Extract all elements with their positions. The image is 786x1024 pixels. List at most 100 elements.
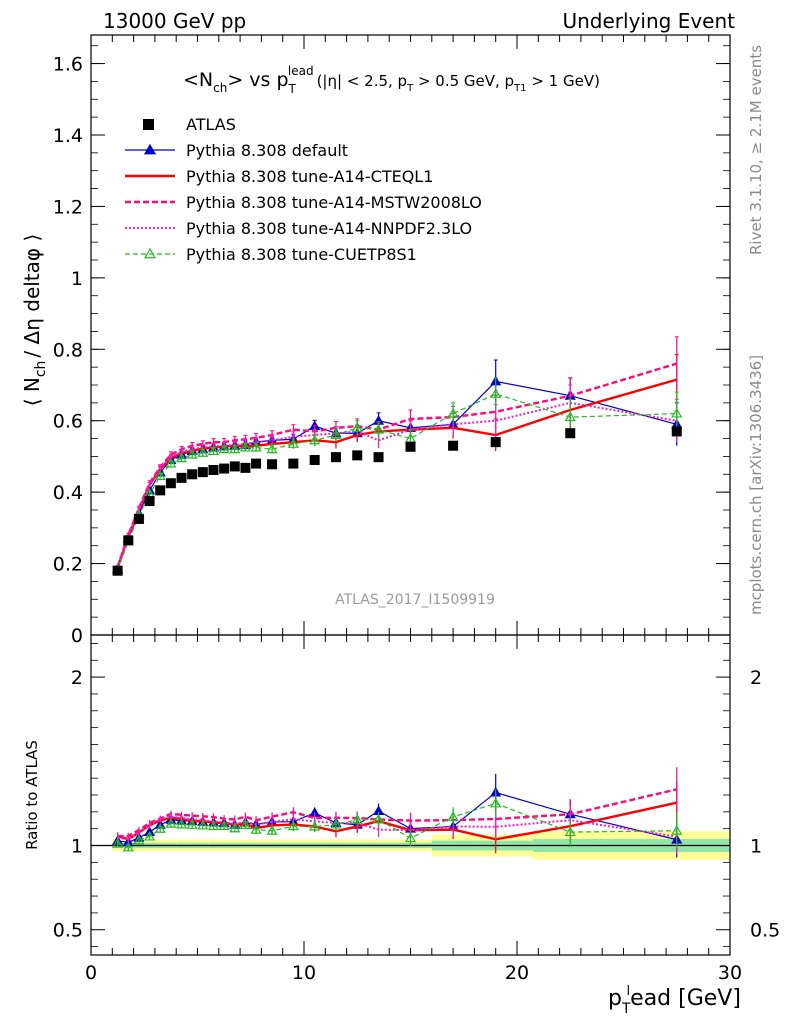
ratio-series-marker — [239, 819, 251, 829]
ratio-series-marker — [122, 841, 134, 852]
legend-label: Pythia 8.308 tune-A14-MSTW2008LO — [186, 193, 482, 212]
series-marker — [175, 452, 188, 463]
ratio-series-marker — [144, 830, 156, 841]
legend-marker — [143, 247, 157, 259]
legend-atlas-label: ATLAS — [186, 115, 236, 134]
ratio-series-marker — [207, 820, 220, 831]
y-tick-label: 1.2 — [53, 196, 83, 218]
atlas-data-point — [330, 452, 341, 463]
ratio-y-tick-label: 0.5 — [53, 920, 83, 942]
legend: ATLAS Pythia 8.308 default Pythia 8.308 tu… — [125, 115, 482, 264]
atlas-data-point — [155, 485, 166, 496]
atlas-data-point — [490, 437, 501, 448]
series-marker — [490, 388, 502, 398]
series-marker — [309, 434, 321, 445]
ratio-series-marker — [330, 818, 342, 829]
ratio-series-marker — [287, 820, 299, 831]
series-marker — [373, 423, 385, 434]
legend-label: Pythia 8.308 tune-A14-CTEQL1 — [186, 167, 433, 186]
ratio-series-marker — [154, 823, 166, 833]
y-tick-label: 1.6 — [53, 54, 83, 76]
atlas-data-point — [112, 565, 123, 576]
atlas-data-point — [176, 472, 187, 483]
header-right: Underlying Event — [562, 9, 735, 33]
atlas-data-point — [208, 465, 219, 475]
header-left: 13000 GeV pp — [103, 9, 246, 33]
ratio-panel-ticks: 0.5 0.51 12 20 10 20 30 — [53, 635, 780, 984]
ratio-series-marker — [229, 822, 241, 833]
mcplots-label: mcplots.cern.ch [arXiv:1306.3436] — [747, 355, 765, 615]
atlas-data-point — [309, 455, 320, 465]
series-marker — [564, 411, 576, 422]
y-tick-label: 0 — [71, 625, 83, 647]
atlas-data-point — [197, 467, 208, 478]
legend-label: Pythia 8.308 tune-A14-NNPDF2.3LO — [186, 219, 472, 238]
ratio-y-tick-label: 2 — [71, 667, 83, 689]
x-axis-label: pTlead [GeV] — [608, 984, 741, 1017]
series-line — [116, 362, 678, 568]
atlas-data-points — [112, 426, 682, 576]
y-tick-label: 0.2 — [53, 554, 83, 576]
atlas-data-point — [187, 469, 198, 480]
ratio-series-marker — [250, 824, 262, 834]
ratio-y-axis-label: Ratio to ATLAS — [23, 740, 41, 850]
main-panel: 0 0.2 0.4 0.6 0.8 1 1.2 1.4 1.6 <Nch> vs pTlead(… — [20, 34, 731, 647]
ratio-series-marker — [490, 797, 502, 808]
legend-entry: Pythia 8.308 tune-CUETP8S1 — [125, 245, 417, 264]
ratio-y-tick-label-right: 1 — [750, 836, 762, 858]
atlas-data-point — [267, 459, 278, 470]
ratio-series-marker — [266, 825, 278, 835]
series-marker — [239, 441, 251, 452]
legend-entry: Pythia 8.308 tune-A14-MSTW2008LO — [125, 193, 482, 212]
atlas-data-point — [251, 458, 262, 469]
ratio-series-marker — [218, 820, 230, 830]
legend-label: Pythia 8.308 tune-CUETP8S1 — [186, 245, 417, 264]
series-marker — [229, 443, 241, 454]
ratio-series-marker — [447, 811, 459, 821]
atlas-data-point — [219, 463, 230, 474]
ratio-series-marker — [197, 819, 209, 830]
atlas-data-point — [448, 440, 459, 451]
y-tick-label: 0.6 — [53, 411, 83, 433]
rivet-label: Rivet 3.1.10, ≥ 2.1M events — [747, 45, 765, 255]
atlas-data-point — [352, 450, 363, 461]
ratio-series-marker — [112, 837, 124, 848]
ratio-series-marker — [404, 832, 417, 843]
ratio-series-marker — [564, 826, 576, 837]
analysis-watermark: ATLAS_2017_I1509919 — [335, 592, 495, 608]
series-marker — [671, 407, 683, 418]
atlas-data-point — [165, 478, 176, 489]
main-panel-ticks: 0 0.2 0.4 0.6 0.8 1 1.2 1.4 1.6 — [53, 35, 731, 647]
ratio-series-marker — [309, 820, 321, 831]
atlas-data-point — [133, 513, 144, 524]
series-marker — [186, 448, 198, 459]
y-tick-label: 1.4 — [53, 125, 83, 147]
series-line — [116, 401, 677, 569]
y-tick-label: 0.8 — [53, 339, 83, 361]
ratio-y-tick-label-right: 0.5 — [750, 920, 780, 942]
ratio-y-tick-label: 1 — [71, 836, 83, 858]
ratio-panel-series — [112, 767, 683, 858]
ratio-series-marker — [373, 813, 385, 824]
series-marker — [330, 429, 342, 439]
series-marker — [165, 457, 177, 468]
plot-title: <Nch> vs pTlead(|η| < 2.5, pT > 0.5 GeV,… — [183, 64, 600, 96]
main-y-axis-label: ⟨ Nch/ Δη deltaφ ⟩ — [20, 234, 49, 407]
y-tick-label: 1 — [71, 268, 83, 290]
legend-label: Pythia 8.308 default — [186, 141, 348, 160]
ratio-series-marker — [186, 819, 198, 829]
series-marker — [197, 447, 209, 457]
series-marker — [250, 441, 262, 452]
atlas-data-point — [288, 458, 299, 469]
series-marker — [351, 422, 363, 432]
x-tick-label: 20 — [505, 962, 529, 984]
series-marker — [266, 443, 278, 454]
ratio-series-marker — [351, 814, 363, 824]
ratio-y-tick-label-right: 2 — [750, 667, 762, 689]
series-marker — [218, 443, 230, 454]
main-panel-series — [112, 336, 683, 574]
atlas-data-point — [229, 461, 240, 472]
ratio-series-marker — [671, 825, 683, 835]
series-marker — [154, 470, 166, 481]
